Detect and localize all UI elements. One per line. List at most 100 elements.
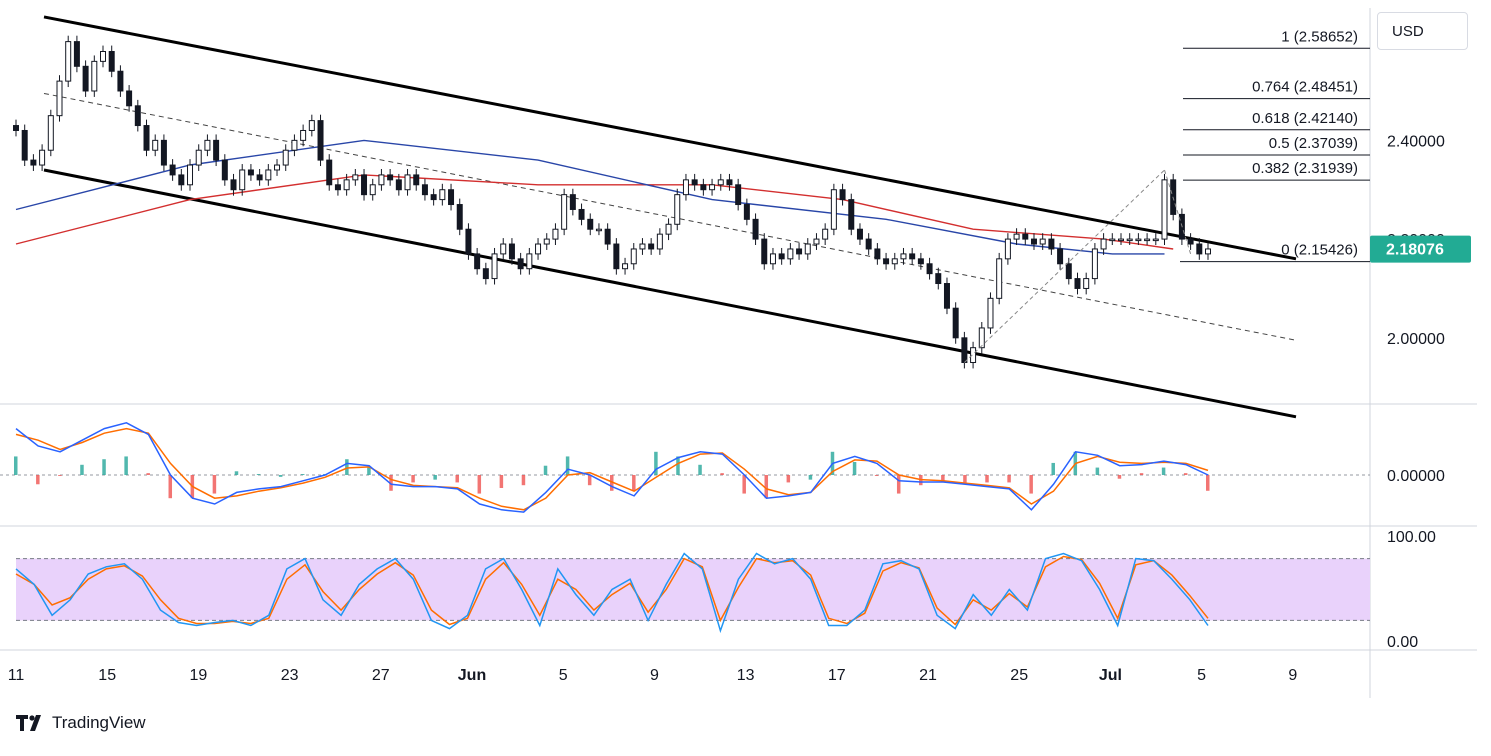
candle-body	[169, 164, 176, 176]
candle-body	[874, 248, 881, 260]
fib-level-label: 0 (2.15426)	[1281, 242, 1358, 259]
candle-body	[508, 243, 515, 260]
candle-body	[160, 139, 167, 166]
candle-body	[1065, 263, 1072, 280]
macd-histogram-bar	[521, 475, 526, 486]
macd-histogram-bar	[124, 456, 128, 475]
candle-body	[73, 41, 80, 67]
fib-level-label: 0.764 (2.48451)	[1252, 79, 1358, 96]
macd-histogram-bar	[654, 451, 658, 475]
channel-lower-line	[43, 168, 1297, 419]
candle-body	[134, 105, 141, 127]
stoch-d-line	[15, 555, 1209, 626]
macd-histogram-bar	[808, 475, 813, 480]
brand-name: TradingView	[52, 713, 146, 732]
candle-body	[1030, 238, 1037, 245]
candle-body	[1117, 238, 1124, 242]
candle-body	[943, 283, 950, 309]
macd-histogram-bar	[764, 475, 769, 499]
macd-pane: 0.00000	[0, 422, 1445, 513]
candle-body	[769, 253, 776, 265]
candle-body	[1152, 238, 1159, 242]
macd-histogram-bar	[565, 456, 570, 475]
candle-body	[909, 253, 916, 260]
candle-body	[195, 149, 202, 166]
time-tick-label: 17	[828, 667, 846, 684]
macd-histogram-bar	[212, 475, 217, 494]
candle-body	[1074, 278, 1081, 289]
time-tick-label: 9	[1288, 667, 1297, 684]
time-tick-label: 5	[559, 667, 568, 684]
macd-histogram-bar	[1161, 467, 1166, 475]
candle-body	[648, 243, 655, 250]
stoch-axis-label: 0.00	[1387, 634, 1418, 651]
macd-axis-label: 0.00000	[1387, 468, 1445, 485]
candle-body	[413, 174, 420, 186]
macd-histogram-bar	[720, 473, 724, 475]
price-tick-label: 2.00000	[1387, 331, 1445, 348]
macd-histogram-bar	[1095, 467, 1100, 475]
candle-body	[778, 253, 785, 260]
candle-body	[978, 327, 985, 349]
candle-body	[456, 204, 463, 230]
macd-histogram-bar	[1183, 473, 1188, 475]
macd-histogram-bar	[786, 475, 791, 483]
candle-body	[491, 253, 498, 280]
candle-body	[717, 179, 724, 186]
candle-body	[691, 179, 698, 186]
candle-body	[178, 174, 185, 186]
stochastic-pane: 100.00 0.00	[15, 529, 1436, 651]
candle-body	[604, 228, 611, 245]
channel-layer	[43, 15, 1297, 419]
fib-level-label: 0.618 (2.42140)	[1252, 110, 1358, 127]
candle-body	[587, 218, 594, 230]
candle-body	[1109, 238, 1116, 242]
candle-body	[465, 228, 472, 255]
candle-body	[39, 149, 46, 166]
candle-body	[752, 218, 759, 240]
candle-body	[378, 174, 385, 186]
candle-body	[830, 189, 837, 230]
candle-body	[239, 169, 246, 191]
fibonacci-retracement: 1 (2.58652) 0.764 (2.48451) 0.618 (2.42140…	[964, 28, 1370, 363]
macd-histogram-bar	[852, 462, 857, 475]
candle-body	[1205, 248, 1211, 255]
candle-body	[291, 139, 298, 151]
macd-signal-line	[15, 427, 1209, 511]
candle-body	[804, 243, 811, 255]
candle-body	[917, 258, 924, 265]
candle-body	[47, 115, 54, 151]
macd-histogram-bar	[168, 475, 173, 499]
candle-body	[100, 50, 107, 62]
candle-body	[152, 139, 159, 151]
fib-level-label: 1 (2.58652)	[1281, 28, 1358, 45]
fib-level-label: 0.5 (2.37039)	[1269, 135, 1358, 152]
macd-histogram-bar	[941, 475, 945, 483]
macd-histogram-bar	[58, 475, 62, 476]
candle-body	[21, 129, 28, 161]
candle-body	[395, 179, 402, 191]
candle-body	[274, 164, 281, 171]
candle-body	[761, 238, 768, 265]
currency-selector[interactable]: USD	[1377, 12, 1468, 50]
macd-histogram-bar	[146, 473, 150, 475]
macd-histogram-bar	[742, 475, 746, 494]
candle-body	[952, 307, 959, 339]
tradingview-logo[interactable]: TradingView	[16, 713, 146, 733]
candle-body	[569, 194, 576, 210]
candle-body	[639, 243, 646, 250]
macd-line	[15, 422, 1209, 513]
time-tick-label: Jun	[458, 667, 486, 684]
candle-body	[1048, 238, 1055, 250]
time-axis: 11 15 19 23 27 Jun 5 9 13 17 21 25 Jul 5 9	[8, 667, 1298, 684]
candle-body	[996, 258, 1003, 299]
candle-body	[474, 253, 481, 270]
candle-body	[300, 129, 307, 141]
macd-histogram-bar	[477, 475, 482, 494]
time-tick-label: 19	[190, 667, 208, 684]
candle-body	[987, 297, 994, 329]
candle-body	[430, 194, 437, 201]
fib-trend-line	[1164, 169, 1192, 255]
